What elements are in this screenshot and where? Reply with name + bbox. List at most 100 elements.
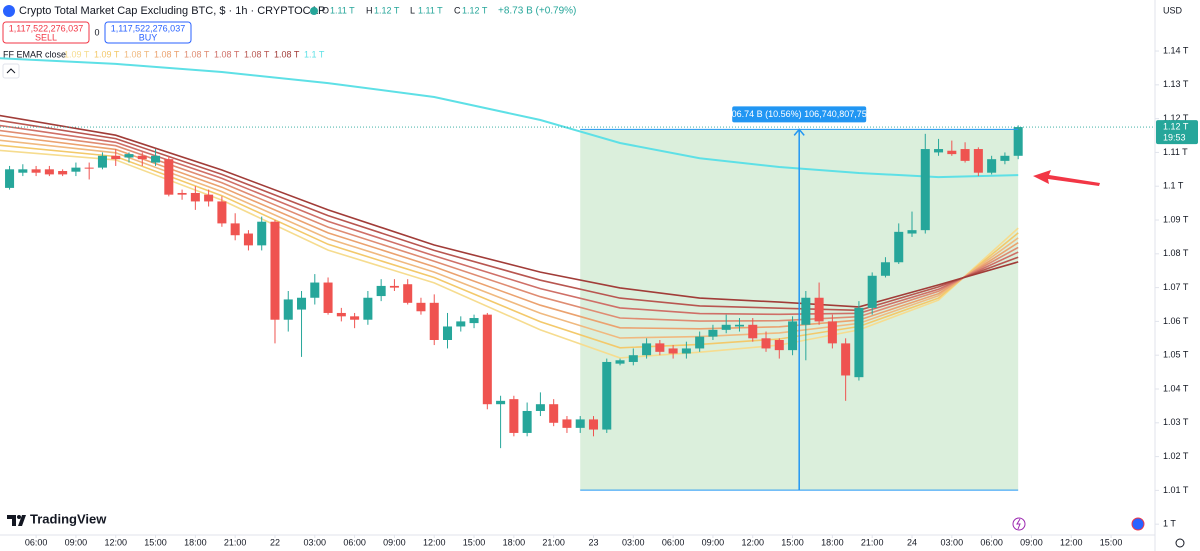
candle-body	[389, 285, 399, 288]
ohlc-value: 1.12 T	[462, 5, 488, 15]
y-tick-label: 1.06 T	[1163, 316, 1189, 326]
x-tick-label: 12:00	[423, 537, 446, 547]
sell-label[interactable]: SELL	[35, 32, 57, 42]
candle-body	[535, 404, 545, 411]
ohlc-key: C	[454, 5, 461, 15]
countdown: 19:53	[1163, 132, 1186, 142]
legend-value: 1.08 T	[154, 49, 180, 59]
candle-body	[562, 419, 572, 428]
candle-body	[788, 321, 798, 351]
candle-body	[204, 194, 214, 202]
ohlc-key: L	[410, 5, 415, 15]
brand-logo	[7, 515, 26, 526]
candle-body	[867, 275, 877, 308]
legend-value: 1.09 T	[64, 49, 90, 59]
candle-body	[164, 159, 174, 195]
candle-body	[734, 324, 744, 327]
candle-body	[336, 312, 346, 317]
buy-price[interactable]: 1,117,522,276,037	[111, 23, 185, 33]
legend-value: 1.08 T	[274, 49, 300, 59]
indicator-name: FF EMAR close	[3, 49, 66, 59]
candle-body	[854, 307, 864, 378]
x-tick-label: 21:00	[861, 537, 884, 547]
x-tick-label: 09:00	[383, 537, 406, 547]
candle-body	[323, 282, 333, 313]
buy-button[interactable]	[104, 21, 192, 44]
x-tick-label: 18:00	[821, 537, 844, 547]
event-icon[interactable]	[1012, 517, 1026, 531]
candle-body	[947, 150, 957, 155]
x-tick-label: 03:00	[941, 537, 964, 547]
candle-body	[880, 262, 890, 276]
ema-line	[0, 139, 1019, 339]
event-icon-bolt[interactable]	[1016, 518, 1021, 530]
candle-body	[695, 336, 705, 349]
ohlc-key: O	[322, 5, 329, 15]
candle-body	[350, 316, 360, 320]
y-tick-label: 1.11 T	[1163, 147, 1188, 157]
y-tick-label: 1.04 T	[1163, 383, 1189, 393]
candle-body	[575, 419, 585, 428]
candle-body	[509, 399, 519, 433]
ema-line	[0, 149, 1019, 359]
x-tick-label: 06:00	[25, 537, 48, 547]
symbol-icon	[3, 5, 15, 17]
candle-body	[363, 297, 373, 320]
candle-body	[801, 297, 811, 325]
x-tick-label: 15:00	[144, 537, 167, 547]
legend-value: 1.1 T	[304, 49, 325, 59]
x-tick-label: 21:00	[224, 537, 247, 547]
candle-body	[177, 192, 187, 195]
ema-line	[0, 134, 1019, 330]
y-tick-label: 1.1 T	[1163, 181, 1184, 191]
legend-value: 1.08 T	[214, 49, 240, 59]
x-tick-label: 06:00	[343, 537, 366, 547]
candle-body	[987, 159, 997, 173]
x-tick-label: 15:00	[781, 537, 804, 547]
candle-body	[97, 155, 107, 168]
price-label-box	[1156, 120, 1198, 145]
measure-label: 106.74 B (10.56%) 106,740,807,751	[727, 109, 872, 119]
x-tick-label: 12:00	[741, 537, 764, 547]
ema-line	[0, 57, 1019, 179]
x-tick-label: 23	[588, 537, 598, 547]
candle-body	[761, 338, 771, 349]
candle-body	[934, 149, 944, 153]
candle-body	[960, 149, 970, 161]
x-tick-label: 09:00	[65, 537, 88, 547]
candle-body	[5, 169, 15, 188]
candle-body	[217, 201, 227, 224]
sell-button[interactable]	[2, 21, 90, 44]
x-tick-label: 06:00	[662, 537, 685, 547]
x-tick-label: 12:00	[104, 537, 127, 547]
y-tick-label: 1.03 T	[1163, 417, 1189, 427]
candle-body	[1013, 127, 1023, 156]
candle-body	[124, 154, 134, 158]
y-tick-label: 1.12 T	[1163, 113, 1189, 123]
candle-body	[84, 167, 94, 169]
legend-value: 1.08 T	[244, 49, 270, 59]
collapse-button[interactable]	[2, 63, 20, 79]
candle-body	[31, 169, 41, 173]
buy-label[interactable]: BUY	[139, 32, 158, 42]
x-tick-label: 12:00	[1060, 537, 1083, 547]
sell-price[interactable]: 1,117,522,276,037	[9, 23, 83, 33]
ema-line	[0, 144, 1019, 349]
brand: TradingView	[30, 511, 107, 526]
region-icon[interactable]	[1131, 517, 1145, 531]
y-tick-label: 1.05 T	[1163, 350, 1189, 360]
ohlc-value: 1.12 T	[374, 5, 400, 15]
candle-body	[814, 297, 824, 322]
legend-value: 1.08 T	[184, 49, 210, 59]
chart-title: Crypto Total Market Cap Excluding BTC, $…	[19, 5, 325, 17]
currency[interactable]: USD	[1163, 5, 1183, 15]
y-tick-label: 1 T	[1163, 519, 1176, 529]
collapse-icon[interactable]	[6, 68, 16, 74]
y-tick-label: 1.02 T	[1163, 451, 1189, 461]
settings-icon[interactable]	[1175, 538, 1185, 548]
candle-body	[58, 171, 68, 175]
y-tick-label: 1.01 T	[1163, 485, 1189, 495]
candle-body	[642, 343, 652, 356]
